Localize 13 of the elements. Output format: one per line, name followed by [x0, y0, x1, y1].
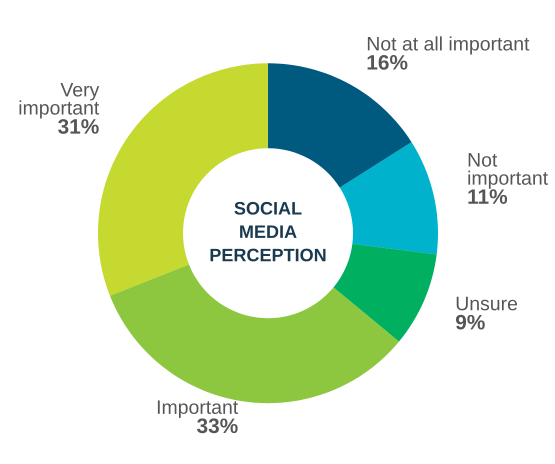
slice-label: Unsure: [456, 296, 518, 310]
slice-label: Important: [158, 400, 238, 418]
slice-label: Not important: [468, 153, 548, 189]
slice-label: Very important: [20, 83, 100, 119]
data-label: 31%: [58, 119, 99, 134]
slice-label: Not at all important: [368, 36, 530, 54]
data-label: 11%: [468, 189, 508, 204]
donut-slice: [340, 142, 438, 255]
text: SOCIAL MEDIA PERCEPTION: [210, 202, 326, 262]
data-label: 9%: [456, 314, 485, 330]
data-label: 33%: [197, 418, 238, 434]
donut-slice: [334, 244, 437, 342]
data-label: 16%: [368, 54, 408, 70]
